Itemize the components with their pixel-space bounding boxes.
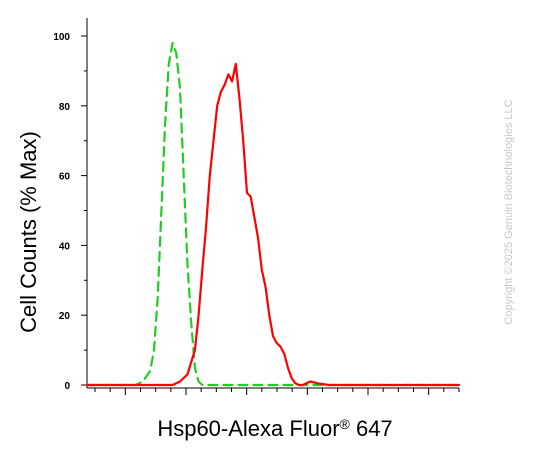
x-axis-ticks xyxy=(94,388,460,395)
y-tick-label: 0 xyxy=(64,381,70,392)
copyright-watermark: Copyright ©2025 Genuin Biotechnologies L… xyxy=(503,99,515,324)
x-axis-title-tail: 647 xyxy=(350,416,393,441)
series-layer xyxy=(85,41,461,387)
x-axis-title-registered: ® xyxy=(340,416,351,432)
y-tick-label: 80 xyxy=(59,102,71,113)
y-tick-label: 100 xyxy=(53,32,70,43)
y-axis-title: Cell Counts (% Max) xyxy=(16,131,41,333)
y-axis-ticks: 0 20 40 60 80 100 xyxy=(53,32,87,392)
x-axis-title-main: Hsp60-Alexa Fluor xyxy=(157,416,339,441)
y-tick-label: 20 xyxy=(59,311,71,322)
y-tick-label: 40 xyxy=(59,241,71,252)
plot-axes xyxy=(86,18,459,389)
x-axis-title: Hsp60-Alexa Fluor® 647 xyxy=(157,416,392,441)
series-line-hsp60 xyxy=(85,62,461,387)
y-tick-label: 60 xyxy=(59,172,71,183)
series-line-control xyxy=(85,41,461,387)
